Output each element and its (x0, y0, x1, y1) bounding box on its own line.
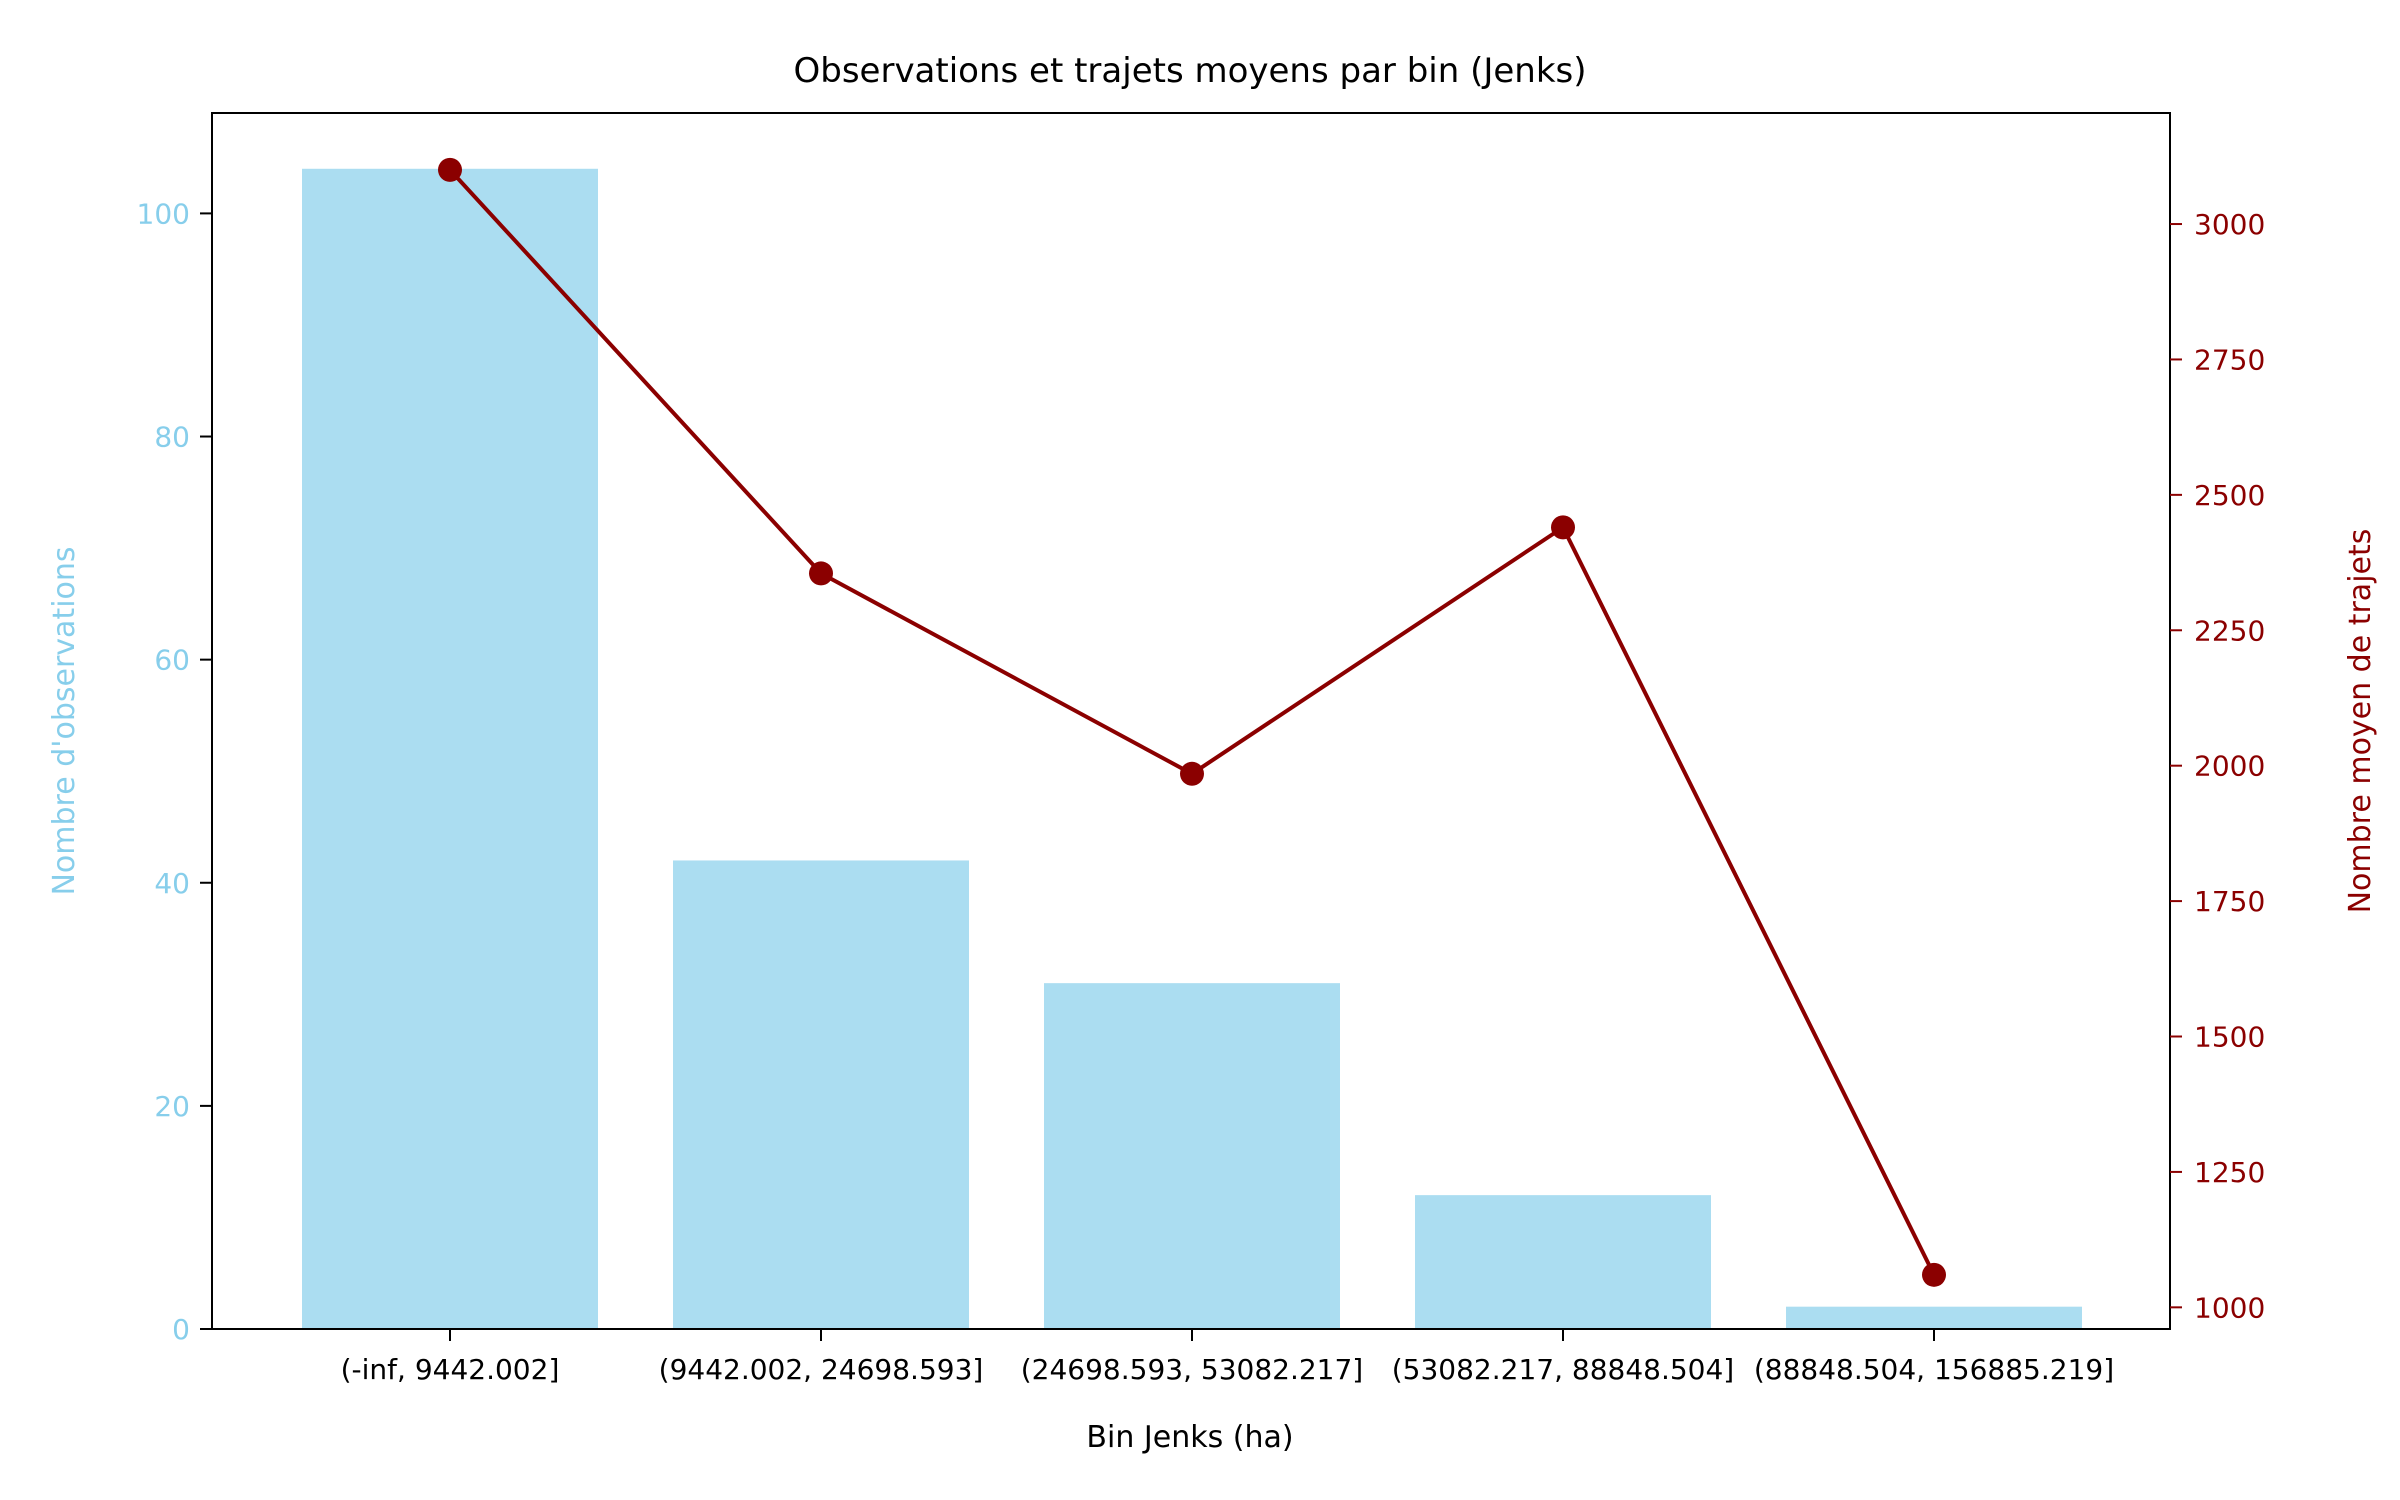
bar-4 (1415, 1195, 1711, 1329)
left-tick-label: 80 (154, 421, 190, 454)
x-tick-label: (-inf, 9442.002] (341, 1353, 560, 1386)
x-tick-label: (24698.593, 53082.217] (1021, 1353, 1363, 1386)
bar-2 (673, 860, 969, 1329)
left-axis-ticks: 0 20 40 60 80 100 (137, 197, 212, 1346)
right-tick-label: 1500 (2194, 1021, 2265, 1054)
right-tick-label: 1750 (2194, 885, 2265, 918)
x-axis-label: Bin Jenks (ha) (1086, 1420, 1293, 1455)
bar-series (302, 168, 2082, 1330)
left-tick-label: 20 (154, 1090, 190, 1123)
chart-title: Observations et trajets moyens par bin (… (793, 51, 1586, 91)
line-point-2 (809, 561, 833, 586)
bar-5 (1786, 1306, 2082, 1329)
x-tick-label: (53082.217, 88848.504] (1392, 1353, 1734, 1386)
left-tick-label: 0 (172, 1313, 190, 1346)
left-y-axis-label: Nombre d'observations (47, 546, 82, 895)
right-tick-label: 2250 (2194, 614, 2265, 647)
bar-3 (1044, 983, 1340, 1329)
left-tick-label: 100 (137, 197, 190, 230)
line-point-5 (1922, 1262, 1946, 1287)
line-point-1 (438, 157, 462, 182)
line-point-3 (1180, 761, 1204, 786)
right-tick-label: 1000 (2194, 1291, 2265, 1324)
bar-1 (302, 168, 598, 1330)
line-point-4 (1551, 515, 1575, 540)
right-y-axis-label: Nombre moyen de trajets (2343, 529, 2378, 914)
left-tick-label: 40 (154, 867, 190, 900)
right-axis-ticks: 1000 1250 1500 1750 2000 2250 2500 2750 3000 (2170, 208, 2265, 1324)
right-tick-label: 3000 (2194, 208, 2265, 241)
line-series (438, 157, 1946, 1287)
right-tick-label: 1250 (2194, 1156, 2265, 1189)
right-tick-label: 2750 (2194, 343, 2265, 376)
x-tick-label: (9442.002, 24698.593] (659, 1353, 984, 1386)
left-tick-label: 60 (154, 644, 190, 677)
right-tick-label: 2500 (2194, 479, 2265, 512)
x-axis-ticks: (-inf, 9442.002] (9442.002, 24698.593] (24… (341, 1329, 2114, 1386)
x-tick-label: (88848.504, 156885.219] (1754, 1353, 2114, 1386)
right-tick-label: 2000 (2194, 750, 2265, 783)
